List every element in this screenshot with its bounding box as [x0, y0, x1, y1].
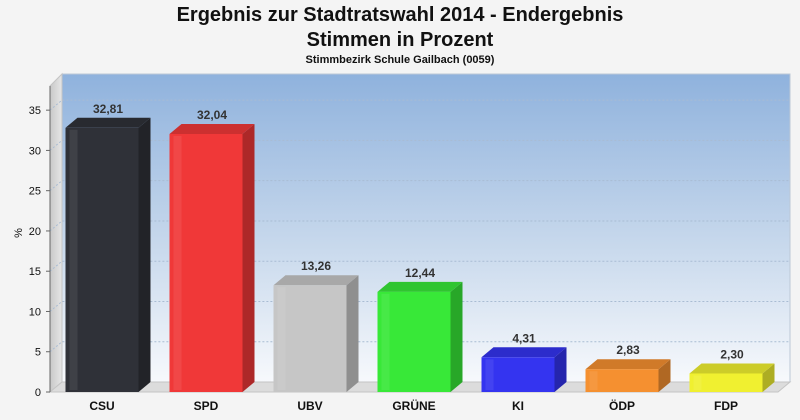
data-label: 32,81	[93, 102, 123, 116]
y-tick-label: 35	[29, 105, 41, 117]
gridlines	[49, 99, 790, 353]
bar-csu	[65, 117, 151, 393]
bar-spd	[169, 123, 255, 392]
chart-title-line-2: Stimmen in Prozent	[306, 29, 494, 51]
x-tick-label: KI	[512, 399, 524, 413]
bar-ödp	[585, 359, 671, 392]
data-label: 2,30	[720, 347, 744, 361]
gridline	[49, 180, 790, 192]
y-tick-label: 15	[29, 266, 41, 278]
y-axis-label: %	[13, 228, 25, 238]
gridline	[49, 220, 790, 232]
bars	[65, 117, 775, 393]
x-axis-categories: CSU SPD UBV GRÜNE KI ÖDP FDP	[89, 398, 738, 413]
data-label: 2,83	[616, 343, 640, 357]
x-tick-label: FDP	[714, 399, 738, 413]
y-tick-label: 5	[35, 347, 41, 359]
y-tick-label: 0	[35, 387, 41, 399]
gridline	[49, 341, 790, 353]
chart-subtitle: Stimmbezirk Schule Gailbach (0059)	[305, 54, 495, 66]
x-tick-label: GRÜNE	[392, 398, 435, 413]
y-tick-label: 20	[29, 226, 41, 238]
chart-title: Ergebnis zur Stadtratswahl 2014 - Enderg…	[176, 4, 624, 26]
x-tick-label: SPD	[194, 399, 219, 413]
gridline	[49, 260, 790, 272]
gridline	[49, 300, 790, 312]
x-tick-label: CSU	[89, 399, 114, 413]
y-tick-label: 10	[29, 306, 41, 318]
data-labels: 32,81 32,04 13,26 12,44 4,31 2,83 2,30	[93, 102, 744, 362]
bar-ki	[481, 347, 567, 392]
data-label: 13,26	[301, 259, 331, 273]
data-label: 32,04	[197, 108, 227, 122]
bar-grüne	[377, 281, 463, 392]
data-label: 4,31	[512, 331, 536, 345]
x-tick-label: ÖDP	[609, 398, 635, 413]
bar-ubv	[273, 275, 359, 392]
data-label: 12,44	[405, 266, 435, 280]
x-tick-label: UBV	[297, 399, 322, 413]
gridline	[49, 139, 790, 151]
gridline	[49, 99, 790, 111]
bar-fdp	[689, 363, 775, 392]
y-tick-label: 25	[29, 186, 41, 198]
y-axis: 0 5 10 15 20 25 30 35	[29, 86, 51, 399]
y-tick-label: 30	[29, 145, 41, 157]
